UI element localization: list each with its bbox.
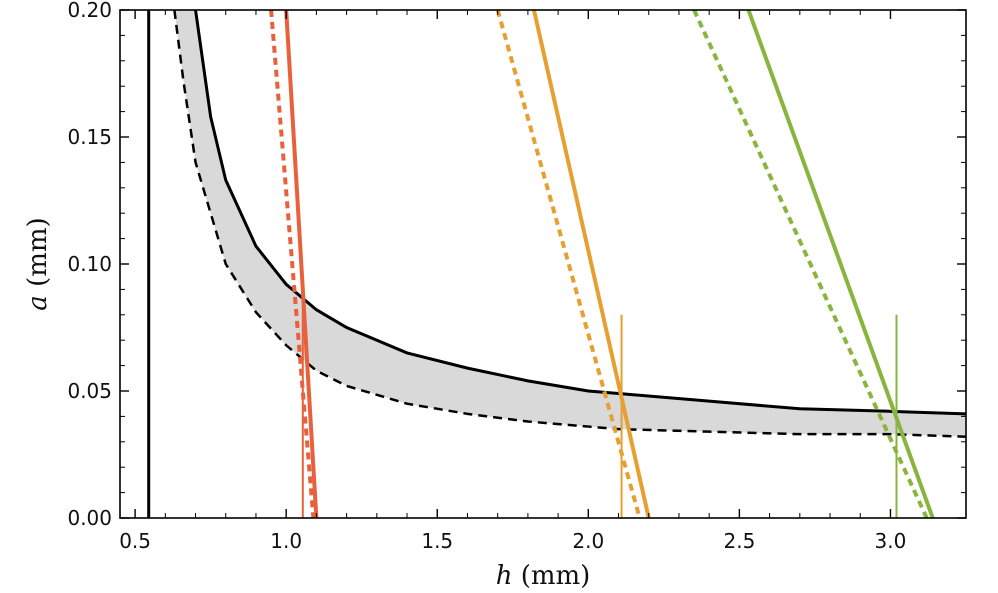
y-tick-label: 0.00	[67, 506, 112, 530]
x-tick-label: 1.5	[421, 529, 453, 553]
band-fill	[174, 10, 966, 437]
y-tick-label: 0.15	[67, 125, 112, 149]
x-tick-label: 2.5	[723, 529, 755, 553]
series-line-3-solid	[531, 10, 651, 518]
series-line-1-solid	[284, 10, 319, 518]
x-tick-label: 0.5	[119, 529, 151, 553]
x-tick-label: 1.0	[270, 529, 302, 553]
series-line-4-dashed	[495, 10, 642, 518]
series-line-2-dashed	[269, 10, 316, 518]
plot-area	[147, 10, 966, 518]
y-axis-label: a (mm)	[23, 217, 53, 310]
lower-curve	[173, 10, 966, 438]
x-tick-label: 2.0	[572, 529, 604, 553]
y-axis-variable: a	[23, 295, 53, 311]
y-tick-label: 0.10	[67, 252, 112, 276]
y-tick-label: 0.20	[67, 0, 112, 22]
x-axis-variable: h	[496, 561, 513, 591]
x-axis-label: h (mm)	[496, 561, 591, 591]
x-tick-label: 3.0	[875, 529, 907, 553]
axis-ticks: 0.5 1.0 1.5 2.0 2.5 3.0 0.00 0.05 0.10 0.15 0.20	[67, 0, 966, 553]
upper-curve	[194, 10, 966, 416]
y-axis-unit: (mm)	[23, 217, 53, 287]
x-axis-unit: (mm)	[521, 561, 591, 591]
y-tick-label: 0.05	[67, 379, 112, 403]
series-line-6-dashed	[692, 10, 929, 518]
series-line-5-solid	[746, 10, 935, 518]
